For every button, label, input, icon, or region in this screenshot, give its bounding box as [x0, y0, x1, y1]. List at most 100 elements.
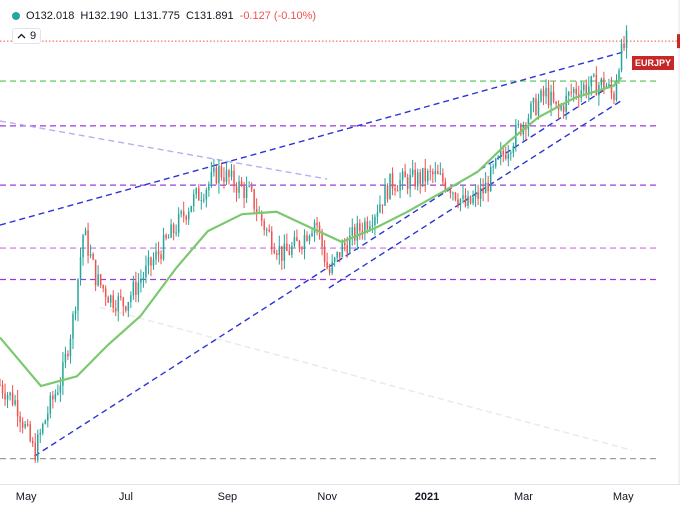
candle-body — [449, 189, 452, 194]
candle-body — [406, 177, 409, 189]
candle-body — [36, 434, 39, 461]
candle-body — [308, 235, 311, 241]
candle-body — [520, 124, 522, 135]
candle-body — [391, 173, 394, 189]
candle-body — [452, 192, 454, 194]
open-value: O132.018 — [26, 10, 75, 22]
candle-body — [102, 285, 104, 289]
candle-body — [349, 235, 351, 254]
candle-body — [331, 261, 333, 274]
candle-body — [427, 170, 429, 182]
candle-body — [29, 424, 31, 441]
candle-body — [79, 257, 82, 280]
candle-body — [560, 106, 562, 110]
candle-body — [14, 400, 16, 405]
candle-body — [505, 154, 507, 159]
candle-body — [250, 186, 253, 190]
candle-body — [396, 190, 399, 192]
candle-body — [489, 167, 492, 192]
high-value: H132.190 — [80, 10, 129, 22]
candle-body — [9, 392, 11, 396]
candle-body — [69, 338, 72, 357]
candle-body — [386, 185, 389, 200]
candle-body — [114, 308, 117, 312]
candle-body — [547, 87, 550, 106]
candle-body — [580, 90, 583, 98]
candle-body — [39, 432, 42, 435]
candle-body — [583, 84, 585, 91]
candle-body — [401, 171, 404, 181]
x-tick-label: May — [15, 491, 37, 503]
candle-body — [432, 171, 434, 175]
candle-body — [414, 169, 416, 187]
candle-body — [286, 243, 288, 251]
candle-body — [215, 167, 218, 184]
candle-body — [570, 92, 572, 94]
candle-body — [459, 199, 462, 205]
candle-body — [218, 166, 220, 184]
candle-body — [44, 420, 47, 424]
candle-body — [94, 259, 97, 286]
candle-body — [555, 101, 557, 105]
candle-body — [457, 199, 459, 205]
candle-body — [535, 98, 537, 115]
candle-body — [437, 171, 439, 174]
candle-body — [618, 70, 620, 81]
candle-body — [593, 74, 595, 77]
candle-body — [67, 353, 69, 357]
candle-body — [492, 166, 494, 168]
candle-body — [240, 181, 243, 186]
candle-body — [160, 254, 162, 260]
candle-body — [260, 212, 263, 221]
candle-body — [208, 183, 210, 190]
candle-body — [530, 103, 532, 119]
candle-body — [122, 297, 125, 307]
candle-body — [230, 170, 233, 177]
trendline — [0, 51, 624, 226]
candle-body — [278, 246, 281, 256]
candle-body — [482, 187, 484, 194]
candle-body — [343, 242, 346, 246]
candle-body — [170, 224, 172, 238]
candle-body — [469, 196, 472, 204]
candle-body — [107, 297, 109, 303]
candle-body — [429, 170, 432, 172]
candle-body — [540, 90, 542, 101]
candle-body — [384, 185, 386, 206]
candle-body — [147, 257, 150, 266]
ticker-price-tag: EURJPY — [632, 56, 674, 70]
candle-body — [120, 296, 122, 298]
candle-body — [467, 196, 469, 206]
candle-body — [399, 180, 401, 191]
candle-body — [77, 279, 79, 311]
indicator-legend[interactable]: 9 — [12, 28, 42, 44]
candle-body — [341, 242, 343, 258]
candle-body — [180, 211, 182, 214]
candle-body — [187, 211, 190, 220]
candle-body — [474, 191, 477, 198]
change-value: -0.127 (-0.10%) — [239, 10, 317, 22]
candle-body — [585, 84, 588, 94]
candle-body — [59, 385, 62, 393]
candle-body — [595, 74, 598, 96]
chevron-up-icon[interactable] — [17, 32, 26, 41]
candle-body — [354, 227, 356, 241]
candle-body — [11, 392, 14, 405]
candle-body — [603, 78, 605, 89]
time-axis[interactable]: May Jul Sep Nov 2021 Mar May — [0, 484, 680, 514]
candle-body — [608, 84, 610, 86]
candle-body — [87, 230, 89, 256]
low-value: L131.775 — [134, 10, 180, 22]
candle-body — [572, 88, 575, 93]
candle-body — [97, 274, 99, 286]
candle-body — [92, 254, 94, 260]
series-status-dot — [12, 12, 20, 20]
candle-body — [89, 254, 92, 256]
candle-body — [497, 156, 499, 159]
candle-body — [600, 78, 603, 86]
candle-body — [537, 100, 540, 115]
candle-body — [24, 424, 26, 428]
x-tick-label: Jul — [118, 491, 133, 503]
candle-body — [527, 118, 530, 130]
